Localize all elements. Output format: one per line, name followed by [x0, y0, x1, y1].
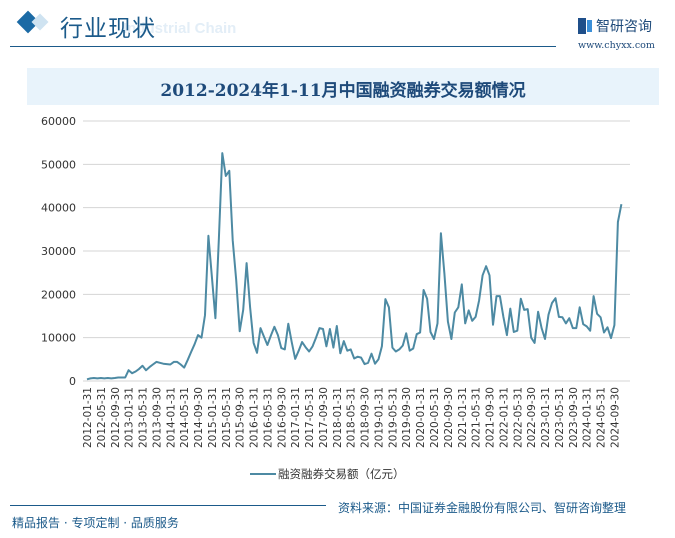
- x-tick-label: 2013-01-31: [124, 387, 136, 448]
- legend-label: 融资融券交易额（亿元）: [278, 467, 405, 481]
- logo-url: www.chyxx.com: [578, 40, 655, 51]
- x-tick-label: 2013-05-31: [138, 387, 150, 448]
- x-tick-label: 2023-09-30: [568, 387, 580, 448]
- x-tick-label: 2023-01-31: [540, 387, 552, 448]
- x-tick-label: 2024-05-31: [596, 387, 608, 448]
- x-tick-label: 2024-09-30: [609, 387, 621, 448]
- y-tick-label: 50000: [41, 158, 76, 171]
- section-watermark: Industrial Chain: [123, 20, 237, 37]
- x-tick-label: 2013-09-30: [151, 387, 163, 448]
- section-title: 行业现状: [60, 16, 156, 42]
- x-tick-label: 2022-01-31: [498, 387, 510, 448]
- y-tick-label: 30000: [41, 245, 76, 258]
- x-tick-label: 2021-05-31: [471, 387, 483, 448]
- logo-text: 智研咨询: [596, 19, 652, 35]
- x-tick-label: 2020-01-31: [415, 387, 427, 448]
- header-divider: [10, 46, 556, 47]
- chart-title: 2012-2024年1-11月中国融资融券交易额情况: [160, 81, 526, 101]
- x-tick-label: 2015-05-31: [221, 387, 233, 448]
- x-tick-label: 2019-09-30: [401, 387, 413, 448]
- x-tick-label: 2015-01-31: [207, 387, 219, 448]
- x-tick-label: 2019-01-31: [373, 387, 385, 448]
- source-note: 资料来源：中国证券金融股份有限公司、智研咨询整理: [338, 501, 627, 515]
- x-tick-label: 2021-01-31: [457, 387, 469, 448]
- x-tick-label: 2019-05-31: [387, 387, 399, 448]
- series-line: [86, 152, 623, 381]
- line-chart: 0 10000 20000 30000 40000 50000 60000 2012-01-…: [41, 115, 630, 448]
- x-tick-label: 2021-09-30: [485, 387, 497, 448]
- x-tick-label: 2015-09-30: [235, 387, 247, 448]
- legend-swatch: [250, 473, 276, 475]
- x-tick-label: 2016-01-31: [249, 387, 261, 448]
- x-tick-label: 2022-09-30: [526, 387, 538, 448]
- x-tick-label: 2014-01-31: [165, 387, 177, 448]
- x-tick-label: 2016-05-31: [262, 387, 274, 448]
- y-tick-label: 60000: [41, 115, 76, 128]
- x-tick-label: 2024-01-31: [582, 387, 594, 448]
- x-tick-label: 2012-09-30: [110, 387, 122, 448]
- x-tick-label: 2012-05-31: [96, 387, 108, 448]
- x-tick-label: 2018-09-30: [360, 387, 372, 448]
- data-points: [86, 152, 622, 380]
- x-tick-label: 2020-09-30: [443, 387, 455, 448]
- title-band: [27, 68, 659, 105]
- logo: 智研咨询: [578, 16, 652, 36]
- x-tick-label: 2023-05-31: [554, 387, 566, 448]
- x-tick-label: 2014-09-30: [193, 387, 205, 448]
- y-tick-label: 10000: [41, 332, 76, 345]
- gridlines: [83, 120, 630, 382]
- logo-icon: [578, 18, 592, 34]
- x-tick-label: 2022-05-31: [512, 387, 524, 448]
- footer-tagline: 精品报告 · 专项定制 · 品质服务: [12, 516, 179, 530]
- x-tick-label: 2014-05-31: [179, 387, 191, 448]
- x-tick-label: 2017-05-31: [304, 387, 316, 448]
- y-axis-ticks: 0 10000 20000 30000 40000 50000 60000: [41, 115, 76, 388]
- x-tick-label: 2020-05-31: [429, 387, 441, 448]
- x-tick-label: 2017-01-31: [290, 387, 302, 448]
- x-tick-label: 2018-01-31: [332, 387, 344, 448]
- footer-divider: [10, 505, 326, 506]
- y-tick-label: 20000: [41, 288, 76, 301]
- x-tick-label: 2012-01-31: [82, 387, 94, 448]
- y-tick-label: 40000: [41, 202, 76, 215]
- x-tick-label: 2017-09-30: [318, 387, 330, 448]
- legend: 融资融券交易额（亿元）: [250, 466, 405, 482]
- y-tick-label: 0: [69, 375, 76, 388]
- x-axis-ticks: 2012-01-31 2012-05-31 2012-09-30 2013-01-31…: [82, 387, 621, 448]
- x-tick-label: 2018-05-31: [346, 387, 358, 448]
- x-tick-label: 2016-09-30: [276, 387, 288, 448]
